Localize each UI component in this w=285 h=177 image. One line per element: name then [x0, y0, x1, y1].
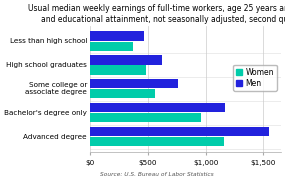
Bar [90, 89, 155, 98]
Bar [90, 103, 225, 112]
Bar [90, 127, 269, 136]
Bar [90, 113, 201, 122]
Bar [90, 79, 178, 88]
Title: Usual median weekly earnings of full-time workers, age 25 years and over, by sex: Usual median weekly earnings of full-tim… [28, 4, 285, 24]
Bar [90, 55, 162, 64]
Bar [90, 65, 146, 75]
Bar [90, 32, 144, 41]
Bar [90, 137, 223, 146]
Bar [90, 42, 133, 51]
Legend: Women, Men: Women, Men [233, 65, 277, 91]
Text: Source: U.S. Bureau of Labor Statistics: Source: U.S. Bureau of Labor Statistics [100, 172, 213, 177]
